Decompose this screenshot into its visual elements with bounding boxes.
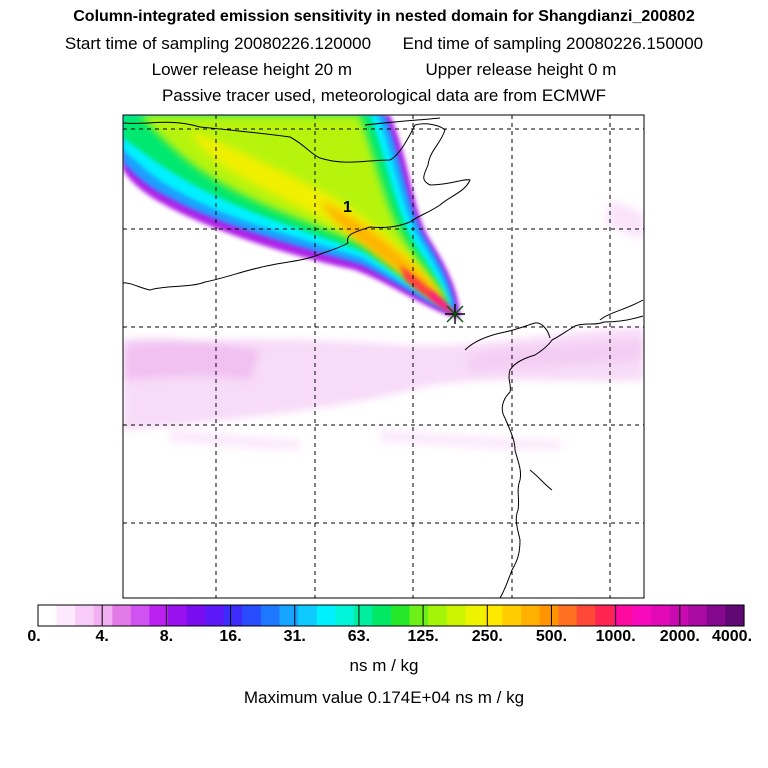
- emission-plume: [123, 115, 460, 318]
- receptor-site-marker: [445, 304, 465, 324]
- colorbar-cell: [353, 605, 374, 626]
- colorbar-cell: [483, 605, 504, 626]
- colorbar-cell: [446, 605, 466, 626]
- upper-release-label: Upper release height: [425, 60, 584, 79]
- colorbar-cell: [223, 605, 243, 626]
- colorbar-tick-label: 4.: [95, 628, 109, 645]
- colorbar-tick-label: 4000.: [711, 628, 753, 645]
- colorbar-ticks: [37, 605, 745, 626]
- colorbar-cell: [725, 605, 745, 626]
- lower-release-value: 20 m: [314, 60, 352, 79]
- colorbar-cell: [75, 605, 95, 626]
- colorbar-tick-label: 250.: [471, 628, 503, 645]
- colorbar-cell: [93, 605, 113, 626]
- colorbar-cell: [651, 605, 671, 626]
- colorbar-cell: [669, 605, 689, 626]
- max-value-units: ns m / kg: [455, 688, 525, 707]
- colorbar-cell: [335, 605, 355, 626]
- upper-release-value: 0 m: [588, 60, 617, 79]
- plume-marker-label: 1: [343, 199, 352, 216]
- release-line: Lower release height 20 m Upper release …: [0, 60, 768, 80]
- colorbar-cell: [502, 605, 522, 626]
- colorbar-cell: [706, 605, 727, 626]
- colorbar-cell: [688, 605, 708, 626]
- colorbar-cell: [298, 605, 318, 626]
- colorbar-cells: [38, 605, 745, 626]
- colorbar-cell: [465, 605, 485, 626]
- colorbar-cell: [242, 605, 262, 626]
- colorbar-cell: [558, 605, 578, 626]
- colorbar-cell: [391, 605, 411, 626]
- colorbar-cell: [56, 605, 76, 626]
- lower-release-label: Lower release height: [151, 60, 310, 79]
- colorbar-cell: [112, 605, 132, 626]
- colorbar-tick-label: 0.: [27, 628, 41, 645]
- colorbar-tick-label: 8.: [159, 628, 174, 645]
- sampling-line: Start time of sampling 20080226.120000 E…: [0, 34, 768, 54]
- figure-title: Column-integrated emission sensitivity i…: [73, 8, 695, 25]
- colorbar-cell: [205, 605, 225, 626]
- colorbar-tick-label: 63.: [347, 628, 371, 645]
- colorbar-tick-label: 2000.: [659, 628, 700, 645]
- start-label: Start time of sampling: [64, 34, 230, 53]
- map-frame: [122, 114, 645, 599]
- lat-lon-grid: [123, 115, 644, 598]
- max-value-label: Maximum value: [243, 688, 363, 707]
- colorbar-cell: [372, 605, 392, 626]
- colorbar-cell: [409, 605, 429, 626]
- start-value: 20080226.120000: [234, 34, 372, 53]
- colorbar-cell: [168, 605, 188, 626]
- colorbar-units: ns m / kg: [349, 656, 419, 675]
- colorbar-cell: [428, 605, 448, 626]
- colorbar-tick-label: 500.: [535, 628, 568, 645]
- colorbar-cell: [595, 605, 615, 626]
- colorbar-cell: [521, 605, 541, 626]
- colorbar-cell: [130, 605, 151, 626]
- colorbar-cell: [260, 605, 281, 626]
- low-sensitivity-band: [123, 200, 644, 450]
- colorbar-cell: [316, 605, 336, 626]
- max-value-number: 0.174E+04: [367, 688, 451, 707]
- end-value: 20080226.150000: [566, 34, 704, 53]
- colorbar-cell: [38, 605, 58, 626]
- colorbar-cell: [279, 605, 299, 626]
- tracer-note: Passive tracer used, meteorological data…: [161, 86, 607, 105]
- colorbar-tick-label: 125.: [407, 628, 439, 645]
- colorbar-cell: [149, 605, 169, 626]
- colorbar-cell: [632, 605, 652, 626]
- end-label: End time of sampling: [402, 34, 562, 53]
- colorbar-cell: [186, 605, 206, 626]
- colorbar-cell: [576, 605, 596, 626]
- colorbar-tick-label: 16.: [219, 628, 242, 645]
- colorbar-cell: [539, 605, 559, 626]
- colorbar-cell: [613, 605, 634, 626]
- colorbar-tick-label: 31.: [283, 628, 306, 645]
- maximum-value-line: Maximum value 0.174E+04 ns m / kg: [0, 688, 768, 708]
- colorbar-tick-label: 1000.: [595, 628, 636, 645]
